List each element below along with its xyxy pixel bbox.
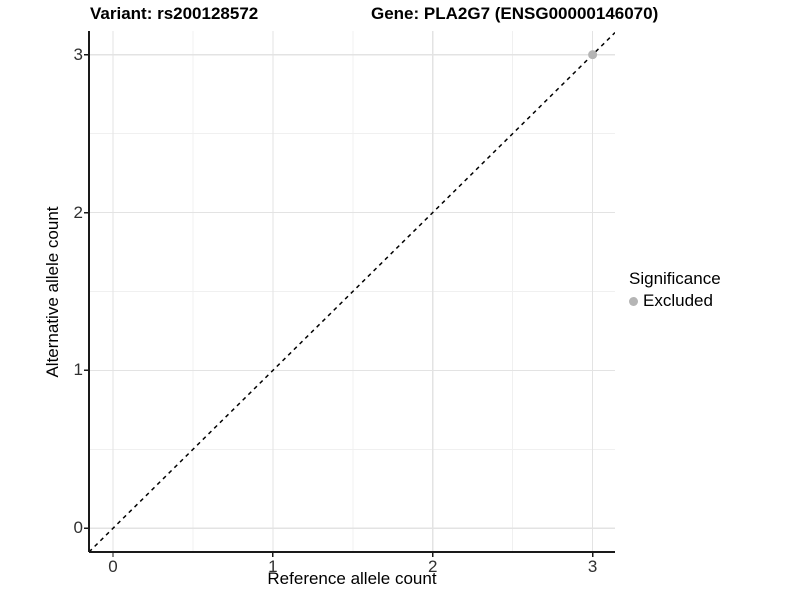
data-point	[588, 50, 598, 60]
x-tick-label: 2	[428, 557, 438, 576]
y-tick-label: 1	[73, 360, 83, 380]
y-tick-label: 3	[73, 44, 83, 64]
y-tick-label: 2	[73, 202, 83, 222]
y-axis-title: Alternative allele count	[43, 206, 62, 378]
legend: Significance Excluded	[629, 269, 721, 311]
x-axis-title: Reference allele count	[267, 569, 437, 588]
gene-title: Gene: PLA2G7 (ENSG00000146070)	[371, 4, 659, 23]
variant-title: Variant: rs200128572	[90, 4, 259, 23]
excluded-point-icon	[629, 296, 638, 306]
identity-line	[89, 32, 615, 552]
x-tick-label: 1	[268, 557, 278, 576]
x-tick-label: 3	[587, 557, 598, 576]
x-tick-label: 0	[108, 557, 118, 576]
legend-item-excluded: Excluded	[629, 291, 721, 311]
y-tick-label: 0	[73, 518, 83, 538]
legend-title: Significance	[629, 269, 721, 288]
legend-item-label: Excluded	[643, 291, 713, 310]
